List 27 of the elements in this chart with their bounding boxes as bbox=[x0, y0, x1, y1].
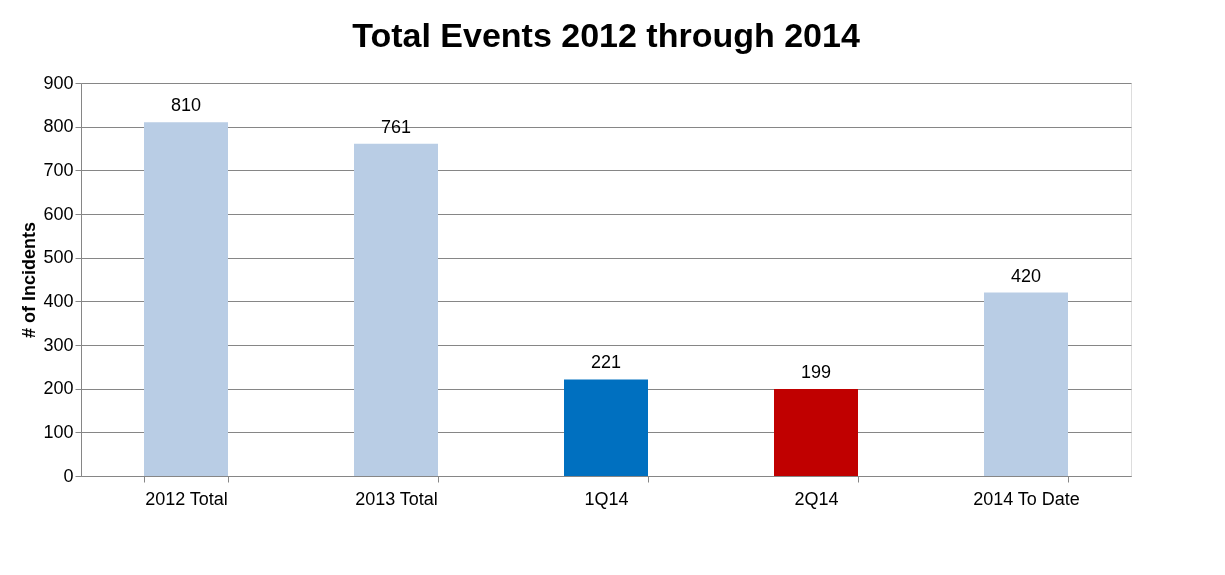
bar bbox=[774, 389, 858, 476]
y-tick-label: 300 bbox=[43, 334, 74, 355]
bar bbox=[354, 143, 438, 476]
bar bbox=[984, 292, 1068, 476]
data-label: 810 bbox=[170, 95, 202, 116]
data-label: 420 bbox=[1010, 265, 1042, 286]
y-tick-label: 200 bbox=[43, 378, 74, 399]
data-label: 221 bbox=[590, 352, 622, 373]
y-tick-label: 400 bbox=[43, 290, 74, 311]
data-label: 199 bbox=[800, 362, 832, 383]
y-tick-label: 600 bbox=[43, 203, 74, 224]
x-tick-label: 1Q14 bbox=[584, 488, 629, 509]
y-axis-title: # of Incidents bbox=[19, 221, 40, 339]
x-tick-label: 2012 Total bbox=[145, 488, 228, 509]
y-tick-label: 900 bbox=[43, 72, 74, 93]
bar bbox=[144, 122, 228, 476]
x-tick-label: 2Q14 bbox=[794, 488, 839, 509]
chart-title: Total Events 2012 through 2014 bbox=[352, 16, 860, 54]
y-tick-label: 0 bbox=[63, 465, 74, 486]
y-tick-label: 700 bbox=[43, 159, 74, 180]
y-tick-label: 800 bbox=[43, 116, 74, 137]
bar bbox=[564, 379, 648, 476]
x-tick-label: 2013 Total bbox=[355, 488, 438, 509]
x-tick-label: 2014 To Date bbox=[973, 488, 1080, 509]
y-tick-label: 500 bbox=[43, 247, 74, 268]
data-label: 761 bbox=[380, 116, 412, 137]
y-tick-label: 100 bbox=[43, 421, 74, 442]
